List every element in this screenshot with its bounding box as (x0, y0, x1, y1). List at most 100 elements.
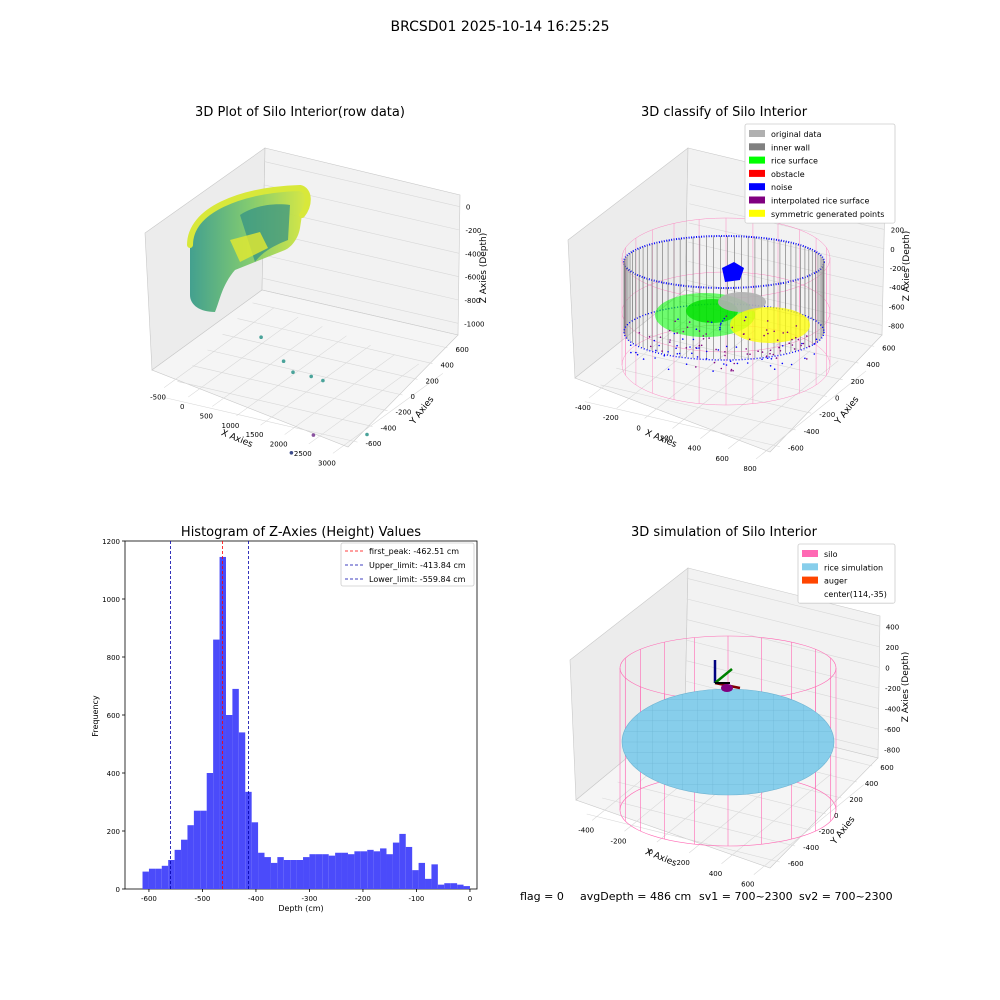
scatter-dot (698, 330, 701, 332)
hist-ticks: -600 -500 -400 -300 -200 -100 0 0 200 400 600 800 10… (102, 538, 472, 903)
grid-line-z (264, 161, 460, 207)
hist-x-tick-label: -300 (302, 895, 318, 903)
hist-bar (161, 865, 169, 889)
hist-x-tick-label: -100 (409, 895, 425, 903)
scatter-dot (723, 317, 726, 320)
panel2-rice-surface-points (655, 262, 810, 343)
scatter-dot (736, 362, 739, 365)
footer-avg-depth: avgDepth = 486 cm (580, 890, 691, 903)
legend-swatch (749, 196, 765, 204)
z-tick-label: 400 (886, 623, 899, 631)
grid-line-z (263, 278, 459, 324)
grid-line-y (586, 813, 780, 863)
scatter-dot (745, 316, 747, 318)
scatter-dot (732, 369, 734, 372)
scatter-dot (769, 352, 771, 355)
legend-label: noise (771, 183, 792, 192)
grid-line-y (252, 302, 448, 349)
scatter-dot (635, 351, 637, 354)
outlier-point (281, 359, 286, 364)
hist-legend-label: Lower_limit: -559.84 cm (369, 575, 466, 584)
legend-label: rice surface (771, 157, 818, 166)
x-tick-label: 3000 (318, 459, 336, 467)
legend-label: original data (771, 130, 822, 139)
panel1-zlabel: Z Axies (Depth) (479, 233, 489, 304)
scatter-dot (773, 368, 776, 371)
scatter-dot (721, 320, 724, 322)
x-tick-label: 0 (649, 848, 653, 856)
y-tick-label: -600 (788, 860, 804, 868)
scatter-dot (675, 347, 677, 350)
x-tick-label: 0 (180, 403, 184, 411)
scatter-dot (813, 353, 816, 355)
hist-bar (386, 854, 393, 889)
hist-bar (283, 860, 291, 889)
y-tick-label: -600 (788, 445, 804, 453)
scatter-dot (806, 358, 808, 360)
scatter-dot (696, 356, 699, 358)
legend-swatch (749, 183, 765, 191)
x-tick-label: 200 (676, 859, 689, 867)
hist-bar (238, 732, 246, 889)
grid-line-x (236, 335, 347, 417)
hist-legend-box (340, 542, 475, 587)
grid-line-z (686, 619, 880, 668)
grid-line-z (263, 231, 459, 277)
y-tick-label: -200 (819, 411, 835, 419)
scatter-dot (746, 353, 749, 355)
scatter-dot (676, 353, 679, 355)
legend-swatch (749, 169, 765, 177)
x-tick-label: -200 (603, 414, 619, 422)
panel1-floor-pane (151, 289, 459, 448)
scatter-dot (815, 338, 818, 341)
scatter-dot (767, 332, 769, 335)
hist-bar (412, 870, 419, 889)
y-tick-label: -200 (819, 828, 835, 836)
hist-bar (341, 852, 348, 889)
scatter-dot (677, 318, 679, 321)
scatter-dot (769, 349, 772, 352)
hist-bar (187, 825, 194, 889)
y-tick-label: 0 (834, 812, 838, 820)
scatter-dot (649, 345, 652, 348)
scatter-dot (663, 354, 666, 357)
legend-swatch (802, 576, 818, 584)
z-tick-label: -200 (466, 227, 482, 235)
grid-line-x (755, 370, 867, 460)
x-tick-label: 1000 (222, 422, 240, 430)
scatter-dot (788, 342, 790, 345)
hist-y-tick-label: 1000 (102, 596, 120, 604)
y-tick-label: 200 (851, 378, 864, 386)
scatter-dot (733, 362, 735, 365)
x-tick-label: 200 (660, 435, 673, 443)
scatter-dot (712, 370, 714, 372)
hist-bar (360, 851, 368, 889)
scatter-dot (772, 353, 775, 356)
scatter-dot (673, 332, 676, 335)
panel2-title: 3D classify of Silo Interior (641, 105, 808, 120)
scatter-dot (761, 358, 763, 361)
panel2-zlabel: Z Axies (Depth) (902, 231, 912, 302)
panel2-symmetric-points (730, 307, 810, 343)
scatter-dot (638, 332, 641, 334)
outlier-point (289, 451, 294, 455)
panel1-rice-rim (187, 184, 311, 248)
hist-bar (425, 878, 432, 889)
grid-line-x (672, 340, 783, 429)
y-tick-label: -400 (381, 424, 397, 432)
scatter-dot (669, 339, 671, 341)
x-tick-label: 500 (200, 412, 213, 420)
legend-label: inner wall (771, 143, 810, 152)
panel2-ticks: -400-2000200400600800-600-400-2000200400… (575, 227, 906, 473)
hist-bar (270, 862, 278, 889)
scatter-dot (648, 336, 651, 338)
panel1-ticks: -500050010001500200025003000-600-400-200… (150, 204, 484, 468)
hist-bar (392, 842, 400, 889)
outlier-point (259, 335, 263, 340)
panel4-xlabel: X Axies (643, 847, 678, 869)
scatter-dot (630, 351, 632, 354)
x-tick-label: 600 (716, 455, 729, 463)
grid-line-y (600, 384, 796, 431)
scatter-dot (730, 370, 732, 372)
y-tick-label: 0 (411, 393, 415, 401)
